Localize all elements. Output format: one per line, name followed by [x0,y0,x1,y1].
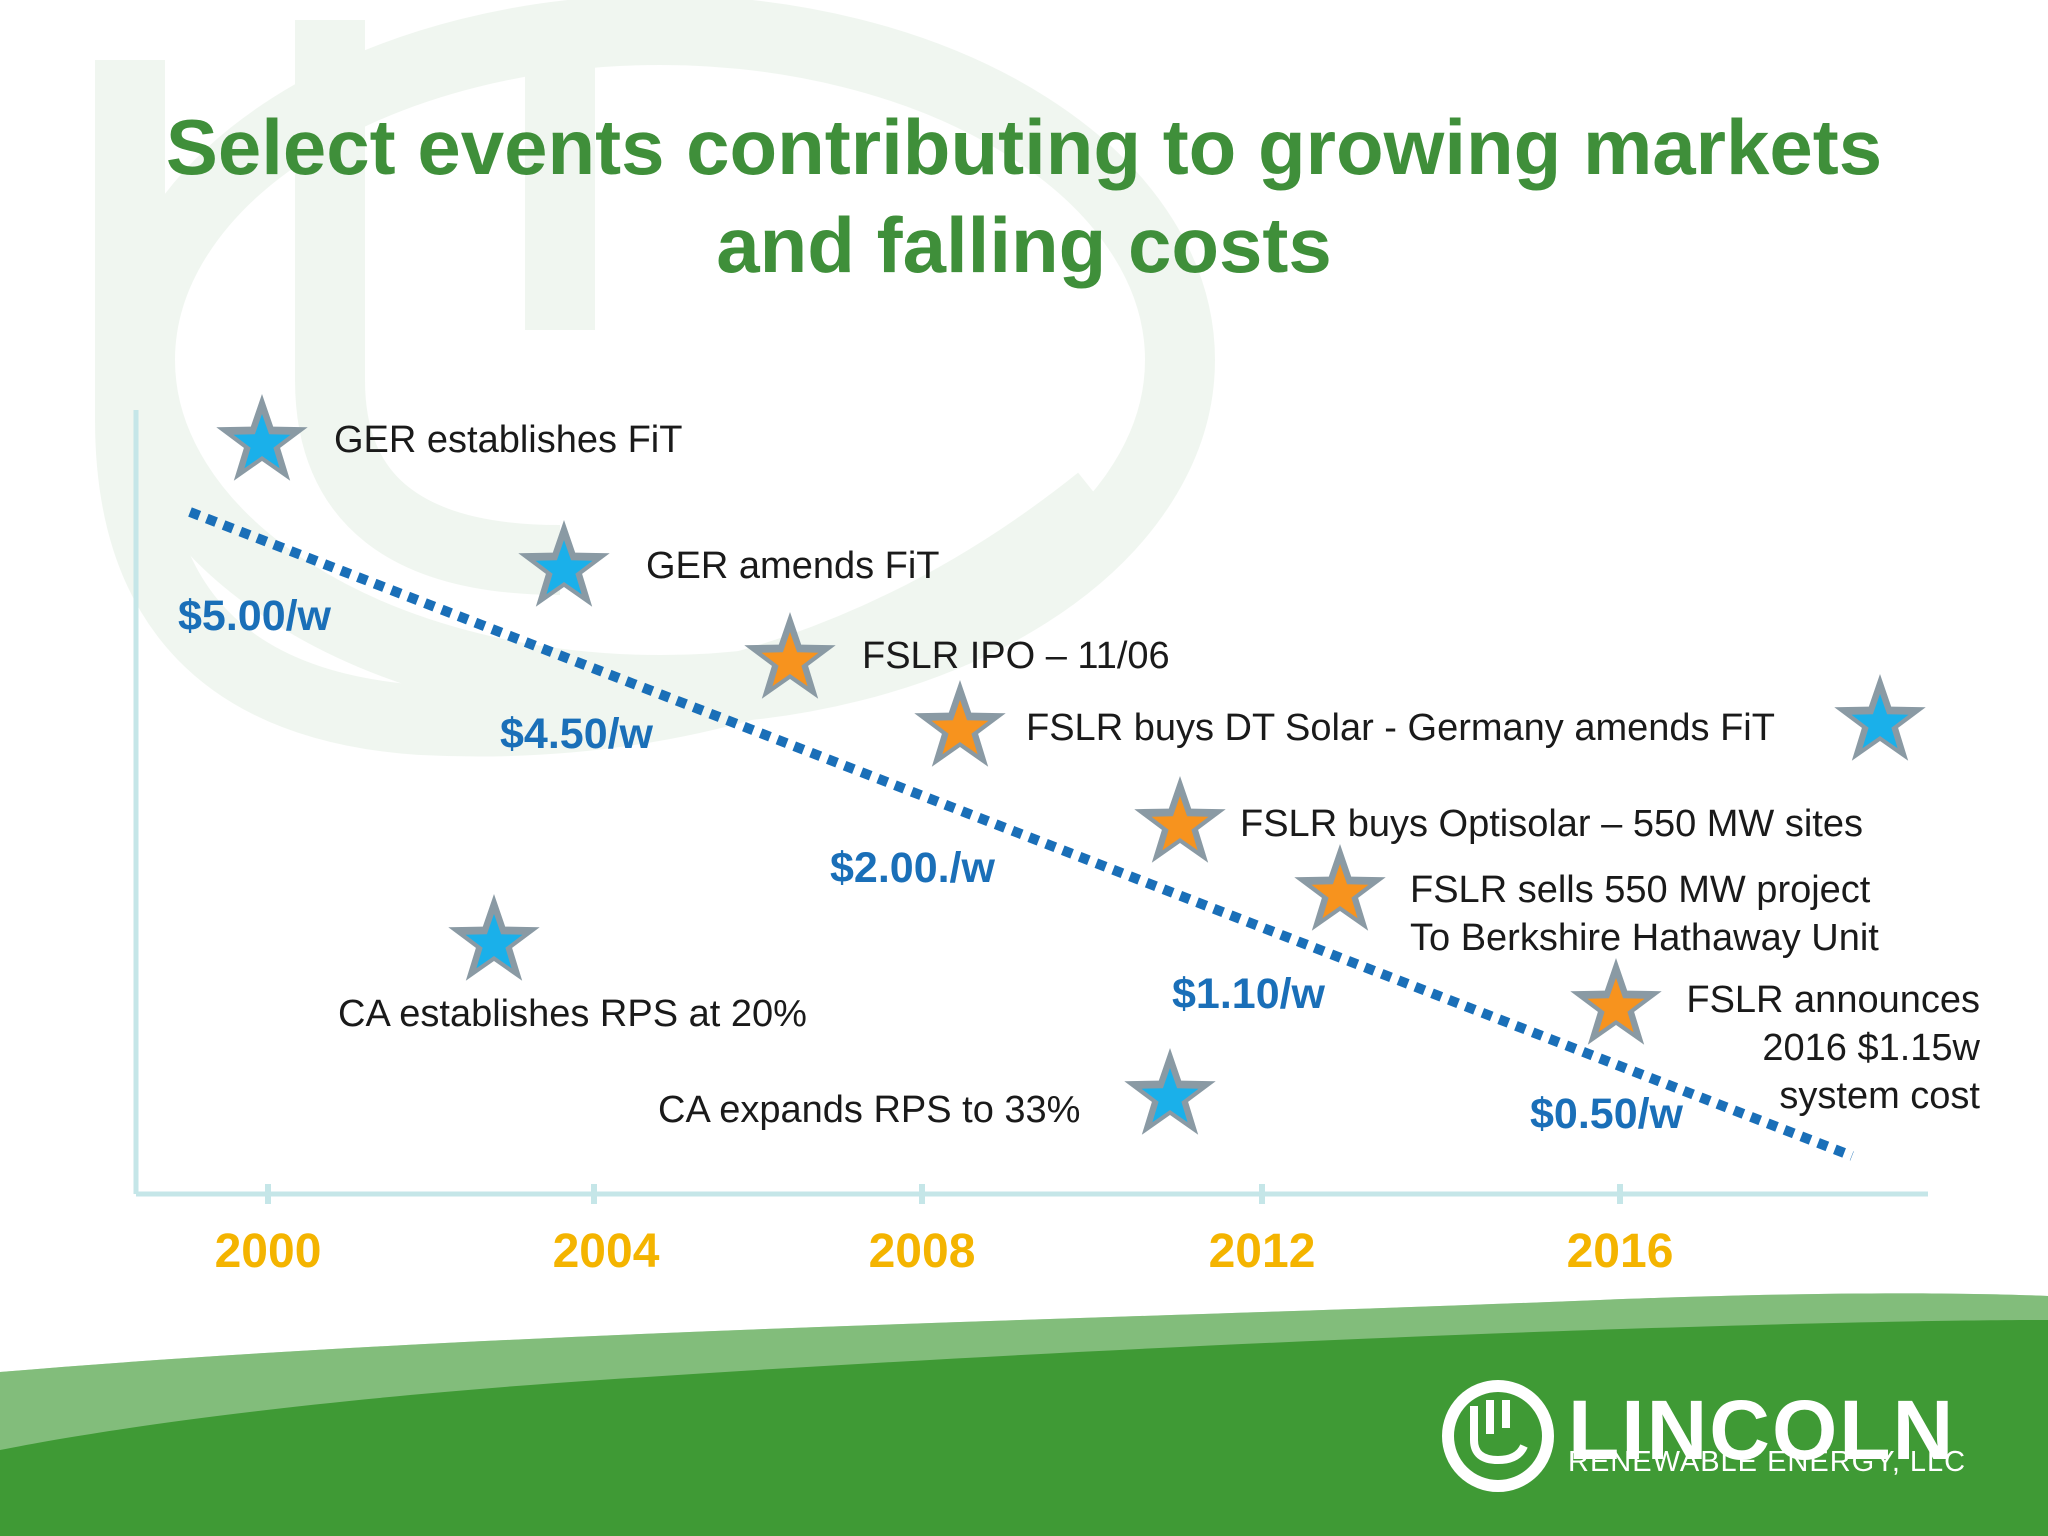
event-label-ca-rps-20: CA establishes RPS at 20% [338,993,807,1035]
title-line-1: Select events contributing to growing ma… [165,103,1883,191]
logo-name: LINCOLN [1568,1383,1956,1477]
event-label-fslr-dt-solar: FSLR buys DT Solar - Germany amends FiT [1026,707,1775,749]
event-label-fslr-ipo: FSLR IPO – 11/06 [862,635,1170,677]
price-label-1: $5.00/w [178,592,331,640]
price-label-5: $0.50/w [1530,1090,1683,1138]
x-tick-label-2004: 2004 [552,1225,660,1278]
x-tick-label-2000: 2000 [214,1225,322,1278]
x-tick-label-2012: 2012 [1208,1225,1316,1278]
event-star-blue-10 [1851,694,1909,749]
event-label-fslr-sells: FSLR sells 550 MW project To Berkshire H… [1410,866,1879,962]
event-label-fslr-announces: FSLR announces 2016 $1.15w system cost [1650,976,1980,1120]
event-label-fslr-sells-line1: FSLR sells 550 MW project [1410,869,1871,911]
event-star-blue-2 [535,540,593,595]
event-star-blue-9 [1141,1068,1199,1123]
x-tick-label-2008: 2008 [868,1225,976,1278]
price-label-2: $4.50/w [500,710,653,758]
watermark-logo [95,0,1215,757]
event-star-orange-3 [761,632,819,687]
trend-line [188,507,1854,1161]
event-label-fslr-sells-line2: To Berkshire Hathaway Unit [1410,917,1879,959]
green-band-highlight [0,1293,2048,1450]
event-star-orange-7 [1587,978,1645,1033]
event-label-ger-amends: GER amends FiT [646,545,940,587]
x-tick-label-2016: 2016 [1566,1225,1674,1278]
event-label-fslr-announces-line2: 2016 $1.15w [1762,1027,1980,1069]
event-label-ca-rps-33: CA expands RPS to 33% [658,1089,1081,1131]
event-star-orange-4 [931,700,989,755]
event-markers [216,394,1926,1135]
event-star-blue-1 [233,414,291,469]
x-ticks [265,1184,1623,1204]
price-label-3: $2.00./w [830,844,995,892]
title-line-2: and falling costs [716,201,1332,289]
lincoln-logo-icon [1442,1380,1554,1492]
event-label-ger-fit: GER establishes FiT [334,419,683,461]
logo-subtitle: RENEWABLE ENERGY, LLC [1568,1446,1967,1478]
event-label-fslr-announces-line3: system cost [1779,1075,1980,1117]
price-label-4: $1.10/w [1172,970,1325,1018]
event-label-fslr-optisolar: FSLR buys Optisolar – 550 MW sites [1240,803,1863,845]
slide-title: Select events contributing to growing ma… [0,98,2048,294]
event-star-orange-6 [1311,864,1369,919]
event-label-fslr-announces-line1: FSLR announces [1686,979,1980,1021]
event-star-blue-8 [465,914,523,969]
event-star-orange-5 [1151,796,1209,851]
